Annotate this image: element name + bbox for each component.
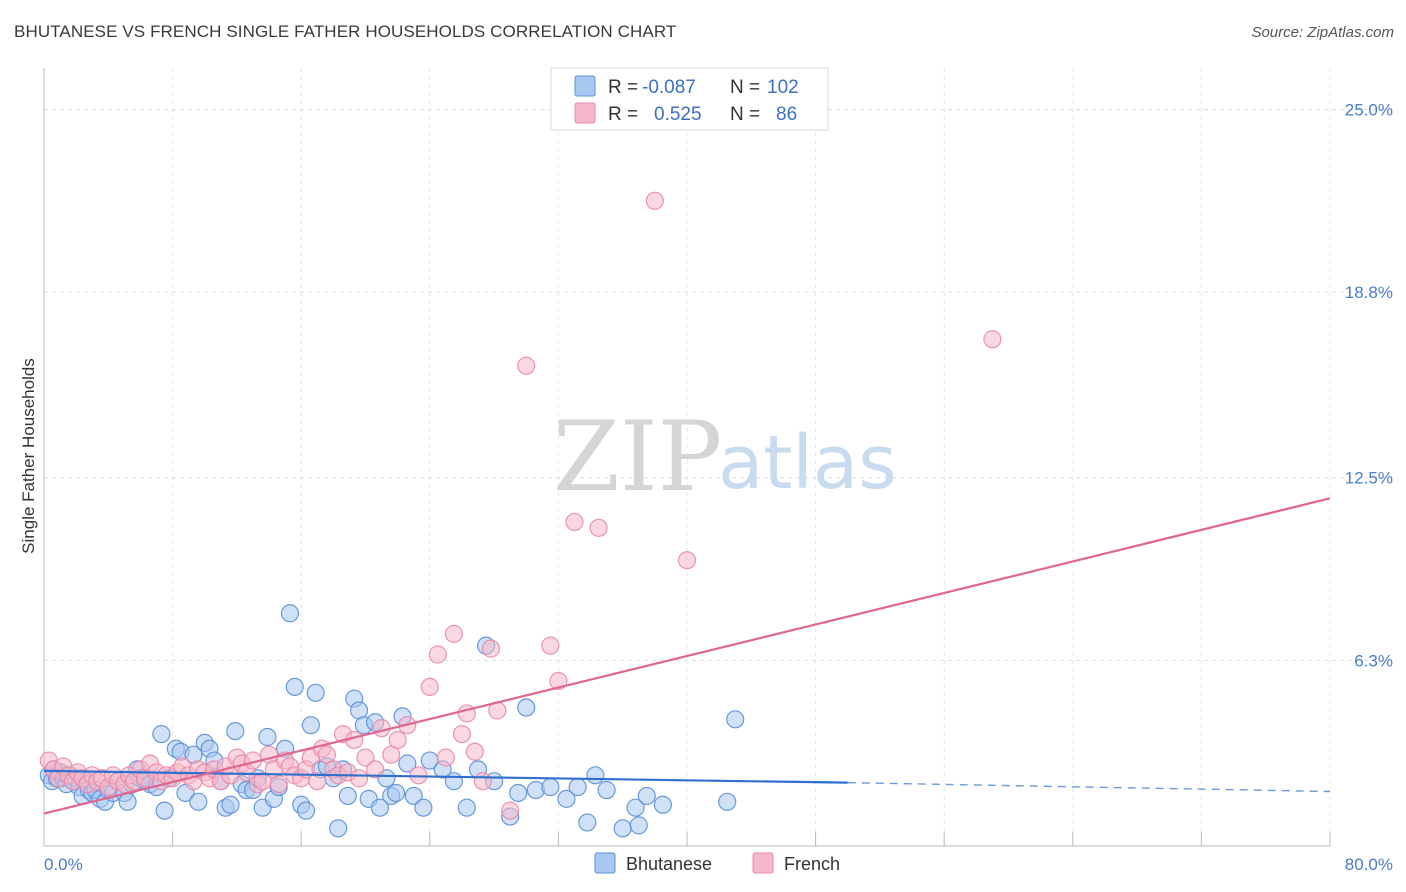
point-bhutanese-89 [541, 777, 560, 797]
y-tick-label-1: 12.5% [1345, 469, 1393, 488]
point-french-79 [541, 636, 560, 655]
point-bhutanese-99 [653, 795, 672, 814]
legend-n-value-bhutanese: 102 [767, 77, 799, 98]
point-bhutanese-95 [613, 819, 632, 838]
series-legend-label-french: French [784, 854, 840, 874]
point-bhutanese-43 [226, 721, 245, 741]
point-bhutanese-29 [152, 724, 171, 744]
y-axis-label: Single Father Households [19, 358, 38, 554]
series-legend-swatch-french [752, 852, 774, 874]
point-bhutanese-58 [306, 683, 325, 702]
point-french-71 [452, 724, 472, 744]
point-french-51 [308, 772, 327, 791]
source-label: Source: ZipAtlas.com [1251, 24, 1394, 41]
legend-swatch-french [574, 102, 596, 124]
axes [43, 68, 1331, 847]
point-french-83 [645, 191, 664, 210]
point-bhutanese-36 [189, 792, 208, 811]
legend-r-label-french: R = [608, 104, 638, 125]
watermark: ZIP atlas [553, 401, 897, 513]
x-tick-labels: 0.0% 80.0% [44, 855, 1393, 874]
trend-line-bhutanese-extension [847, 781, 1331, 793]
point-french-62 [372, 719, 391, 738]
point-french-59 [349, 769, 369, 788]
y-tick-label-2: 18.8% [1345, 283, 1393, 302]
grid-lines [43, 68, 1394, 846]
point-bhutanese-75 [398, 754, 417, 773]
series-legend: Bhutanese French [594, 852, 840, 874]
point-bhutanese-100 [718, 792, 737, 811]
point-french-80 [549, 671, 568, 691]
trend-line-bhutanese [43, 769, 848, 784]
point-french-85 [983, 330, 1002, 349]
point-bhutanese-76 [404, 786, 423, 806]
point-bhutanese-77 [414, 798, 433, 817]
point-bhutanese-81 [457, 798, 476, 817]
point-bhutanese-94 [597, 780, 616, 800]
point-french-73 [465, 742, 484, 761]
point-french-60 [356, 748, 375, 767]
legend-n-value-french: 86 [776, 104, 797, 125]
point-bhutanese-86 [509, 783, 528, 803]
point-french-75 [481, 639, 500, 658]
trend-lines [43, 497, 1331, 815]
point-french-70 [444, 624, 464, 643]
legend-r-value-french: 0.525 [654, 104, 702, 125]
point-bhutanese-49 [258, 727, 277, 747]
legend-n-label-french: N = [730, 104, 760, 125]
point-bhutanese-92 [578, 813, 597, 832]
y-tick-labels: 6.3% 12.5% 18.8% 25.0% [1345, 100, 1393, 670]
point-french-77 [501, 801, 520, 820]
point-bhutanese-101 [726, 710, 745, 729]
point-bhutanese-62 [329, 819, 348, 838]
point-french-44 [269, 775, 288, 794]
point-french-68 [428, 645, 447, 664]
point-bhutanese-22 [118, 792, 137, 811]
y-tick-label-0: 6.3% [1354, 651, 1393, 670]
point-bhutanese-93 [586, 766, 605, 785]
series-legend-swatch-bhutanese [594, 852, 616, 874]
point-french-69 [436, 748, 455, 767]
chart-title: BHUTANESE VS FRENCH SINGLE FATHER HOUSEH… [14, 22, 677, 41]
x-tick-label-1: 80.0% [1345, 855, 1393, 874]
point-bhutanese-97 [629, 816, 648, 835]
point-bhutanese-54 [285, 677, 304, 697]
x-tick-label-0: 0.0% [44, 855, 83, 874]
point-bhutanese-90 [557, 789, 576, 808]
point-french-82 [589, 518, 608, 537]
point-bhutanese-70 [370, 798, 390, 817]
y-tick-label-3: 25.0% [1345, 100, 1393, 119]
point-bhutanese-73 [386, 783, 406, 803]
watermark-zip: ZIP [553, 401, 722, 513]
point-bhutanese-91 [568, 777, 587, 797]
trend-line-french [43, 497, 1331, 815]
legend-n-label-bhutanese: N = [730, 77, 760, 98]
legend-r-value-bhutanese: -0.087 [642, 77, 696, 98]
point-french-84 [677, 551, 697, 570]
point-bhutanese-96 [626, 798, 645, 817]
point-french-78 [517, 356, 536, 375]
point-french-81 [565, 512, 584, 532]
series-bhutanese-points [39, 604, 745, 838]
point-bhutanese-80 [444, 772, 464, 791]
point-bhutanese-53 [280, 604, 300, 623]
point-bhutanese-56 [296, 801, 316, 820]
point-bhutanese-98 [637, 786, 656, 806]
point-bhutanese-87 [517, 698, 536, 717]
point-bhutanese-30 [155, 801, 174, 820]
watermark-atlas: atlas [718, 420, 897, 506]
point-french-74 [473, 772, 492, 791]
series-legend-label-bhutanese: Bhutanese [626, 854, 712, 874]
point-french-64 [388, 730, 407, 750]
point-bhutanese-64 [338, 786, 357, 806]
legend-swatch-bhutanese [574, 75, 596, 97]
correlation-legend: R = -0.087 N = 102 R = 0.525 N = 86 [550, 67, 829, 131]
point-french-61 [366, 760, 385, 779]
legend-r-label-bhutanese: R = [608, 77, 638, 98]
point-bhutanese-57 [301, 716, 320, 735]
point-bhutanese-42 [221, 795, 240, 814]
legend-box [550, 67, 829, 131]
point-french-67 [420, 677, 439, 697]
